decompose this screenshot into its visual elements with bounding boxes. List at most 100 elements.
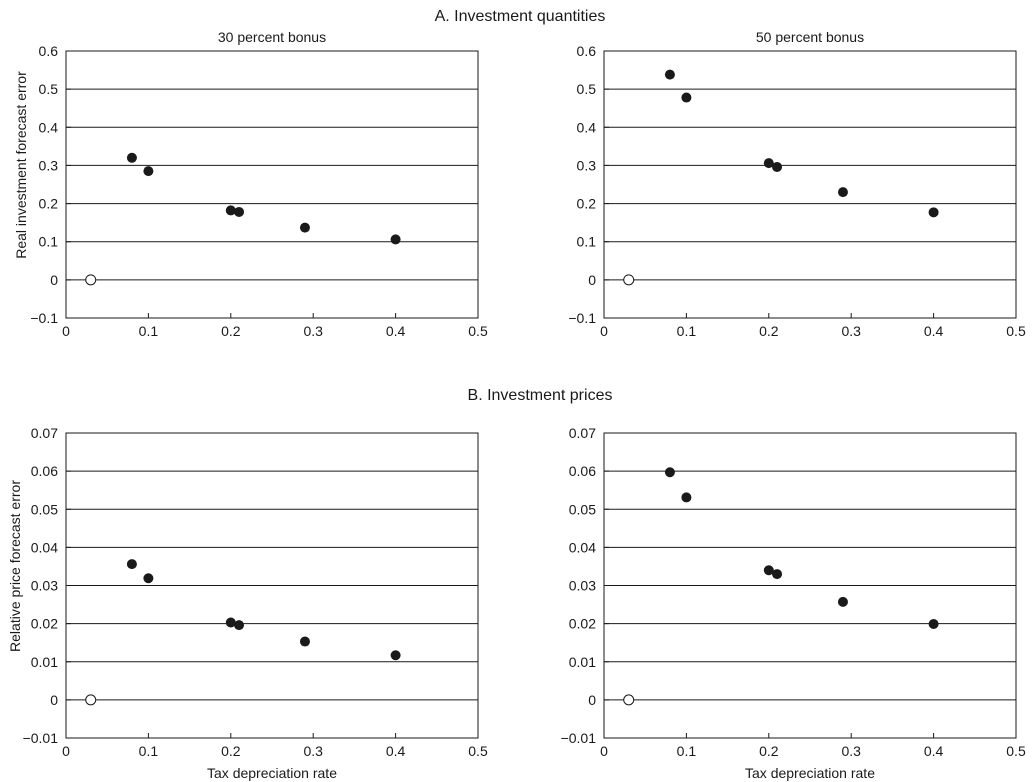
plot-a-50-ytick-label-2: 0.1 (577, 234, 597, 250)
plot-b-30-ytick-label-2: 0.01 (31, 654, 58, 670)
plot-a-50-point-2 (763, 158, 774, 169)
plot-a-50-point-5 (928, 207, 939, 218)
plot-b-30-point-1 (143, 573, 154, 584)
plot-b-50-open-point-0 (623, 694, 635, 706)
panel-b-title: B. Investment prices (468, 387, 613, 404)
x-axis-label-bottom-left: Tax depreciation rate (207, 765, 337, 781)
plot-a-30: −0.100.10.20.30.40.50.60 0.1 0.2 0.3 0.4 0.5 (30, 43, 488, 339)
plot-a-30-point-0 (126, 152, 137, 163)
plot-a-30-ytick-label-5: 0.4 (39, 119, 59, 135)
plot-a-50-ytick-label-6: 0.5 (577, 81, 597, 97)
plot-b-30-point-2 (225, 617, 236, 628)
plot-b-30-ytick-label-6: 0.05 (31, 501, 58, 517)
plot-a-30-open-point-0 (85, 274, 97, 286)
plot-b-50-xtick-label-3: 0.3 (841, 743, 861, 759)
plot-b-50-point-1 (681, 492, 692, 503)
x-axis-label-bottom-right: Tax depreciation rate (745, 765, 875, 781)
plot-a-30-xtick-label-5: 0.5 (468, 323, 488, 339)
plot-a-50-ytick-label-5: 0.4 (577, 119, 597, 135)
plot-a-50: −0.100.10.20.30.40.50.60 0.1 0.2 0.3 0.4 0.5 (568, 43, 1026, 339)
plot-a-30-ytick-label-2: 0.1 (39, 234, 59, 250)
plot-b-50-xtick-label-2: 0.2 (759, 743, 779, 759)
plot-b-50-ytick-label-7: 0.06 (569, 463, 596, 479)
plot-a-30-ytick-label-1: 0 (50, 272, 58, 288)
plot-a-50-ytick-label-4: 0.3 (577, 157, 597, 173)
plot-b-50-xtick-label-0: 0 (600, 743, 608, 759)
plot-a-30-frame (65, 50, 479, 319)
plot-b-30-point-0 (126, 559, 137, 570)
plot-a-50-xtick-label-0: 0 (600, 323, 608, 339)
plot-b-50-ytick-label-6: 0.05 (569, 501, 596, 517)
plot-a-50-point-1 (681, 92, 692, 103)
plot-a-50-ytick-label-0: −0.1 (568, 310, 596, 326)
plot-b-50-point-3 (772, 569, 783, 580)
plot-a-30-ytick-label-6: 0.5 (39, 81, 59, 97)
plot-b-50-xtick-label-5: 0.5 (1006, 743, 1026, 759)
plot-a-30-point-2 (225, 205, 236, 216)
plot-a-50-frame (603, 50, 1017, 319)
plot-b-30-point-5 (390, 650, 401, 661)
plot-a-30-xtick-label-3: 0.3 (303, 323, 323, 339)
plot-b-30-ytick-label-5: 0.04 (31, 539, 58, 555)
plot-a-30-ytick-label-0: −0.1 (30, 310, 58, 326)
y-axis-label-price: Relative price forecast error (7, 480, 23, 652)
plot-b-50-point-5 (928, 619, 939, 630)
plot-a-50-point-0 (664, 69, 675, 80)
plot-a-30-xtick-label-0: 0 (62, 323, 70, 339)
plot-b-30-xtick-label-2: 0.2 (221, 743, 241, 759)
plot-a-30-ytick-label-7: 0.6 (39, 43, 59, 59)
plot-b-50-ytick-label-2: 0.01 (569, 654, 596, 670)
plot-b-50-ytick-label-0: −0.01 (561, 730, 597, 746)
plot-b-30-ytick-label-8: 0.07 (31, 425, 58, 441)
plot-b-50-ytick-label-1: 0 (588, 692, 596, 708)
plot-a-30-xtick-label-2: 0.2 (221, 323, 241, 339)
plot-b-30-point-3 (234, 620, 245, 631)
plot-a-50-point-4 (837, 187, 848, 198)
plot-b-50-point-2 (763, 565, 774, 576)
plot-b-30-point-4 (299, 636, 310, 647)
plot-a-30-ytick-label-4: 0.3 (39, 157, 59, 173)
plot-b-30-xtick-label-3: 0.3 (303, 743, 323, 759)
plot-b-50-point-4 (837, 596, 848, 607)
plot-b-50-ytick-label-4: 0.03 (569, 578, 596, 594)
plot-a-30-xtick-label-1: 0.1 (139, 323, 159, 339)
plot-b-30-xtick-label-4: 0.4 (386, 743, 406, 759)
plot-a-50-ytick-label-3: 0.2 (577, 196, 597, 212)
plot-b-50-ytick-label-5: 0.04 (569, 539, 596, 555)
plot-b-30-ytick-label-1: 0 (50, 692, 58, 708)
plot-a-50-xtick-label-4: 0.4 (924, 323, 944, 339)
plot-b-50-ytick-label-3: 0.02 (569, 616, 596, 632)
subplot-title-50-percent: 50 percent bonus (756, 29, 864, 45)
y-axis-label-investment: Real investment forecast error (13, 71, 29, 259)
plot-b-50-xtick-label-1: 0.1 (677, 743, 697, 759)
plot-a-30-point-1 (143, 166, 154, 177)
subplot-title-30-percent: 30 percent bonus (218, 29, 326, 45)
plot-a-30-xtick-label-4: 0.4 (386, 323, 406, 339)
plot-a-50-open-point-0 (623, 274, 635, 286)
plot-b-50-point-0 (664, 467, 675, 478)
plot-b-30-xtick-label-0: 0 (62, 743, 70, 759)
plot-a-30-point-4 (299, 222, 310, 233)
plot-a-50-xtick-label-2: 0.2 (759, 323, 779, 339)
plot-b-30-ytick-label-0: −0.01 (23, 730, 59, 746)
plot-a-30-point-3 (234, 206, 245, 217)
plot-b-50-ytick-label-8: 0.07 (569, 425, 596, 441)
plot-b-30-open-point-0 (85, 694, 97, 706)
plot-b-30-ytick-label-7: 0.06 (31, 463, 58, 479)
plot-a-50-point-3 (772, 161, 783, 172)
plot-a-50-ytick-label-7: 0.6 (577, 43, 597, 59)
plot-a-50-ytick-label-1: 0 (588, 272, 596, 288)
plot-b-50-xtick-label-4: 0.4 (924, 743, 944, 759)
plot-a-50-xtick-label-3: 0.3 (841, 323, 861, 339)
plot-b-30-xtick-label-5: 0.5 (468, 743, 488, 759)
plot-a-30-ytick-label-3: 0.2 (39, 196, 59, 212)
plot-b-30-xtick-label-1: 0.1 (139, 743, 159, 759)
plot-a-50-xtick-label-5: 0.5 (1006, 323, 1026, 339)
plot-b-30-ytick-label-3: 0.02 (31, 616, 58, 632)
plot-a-30-point-5 (390, 234, 401, 245)
plot-a-50-xtick-label-1: 0.1 (677, 323, 697, 339)
panel-a-title: A. Investment quantities (435, 8, 606, 25)
